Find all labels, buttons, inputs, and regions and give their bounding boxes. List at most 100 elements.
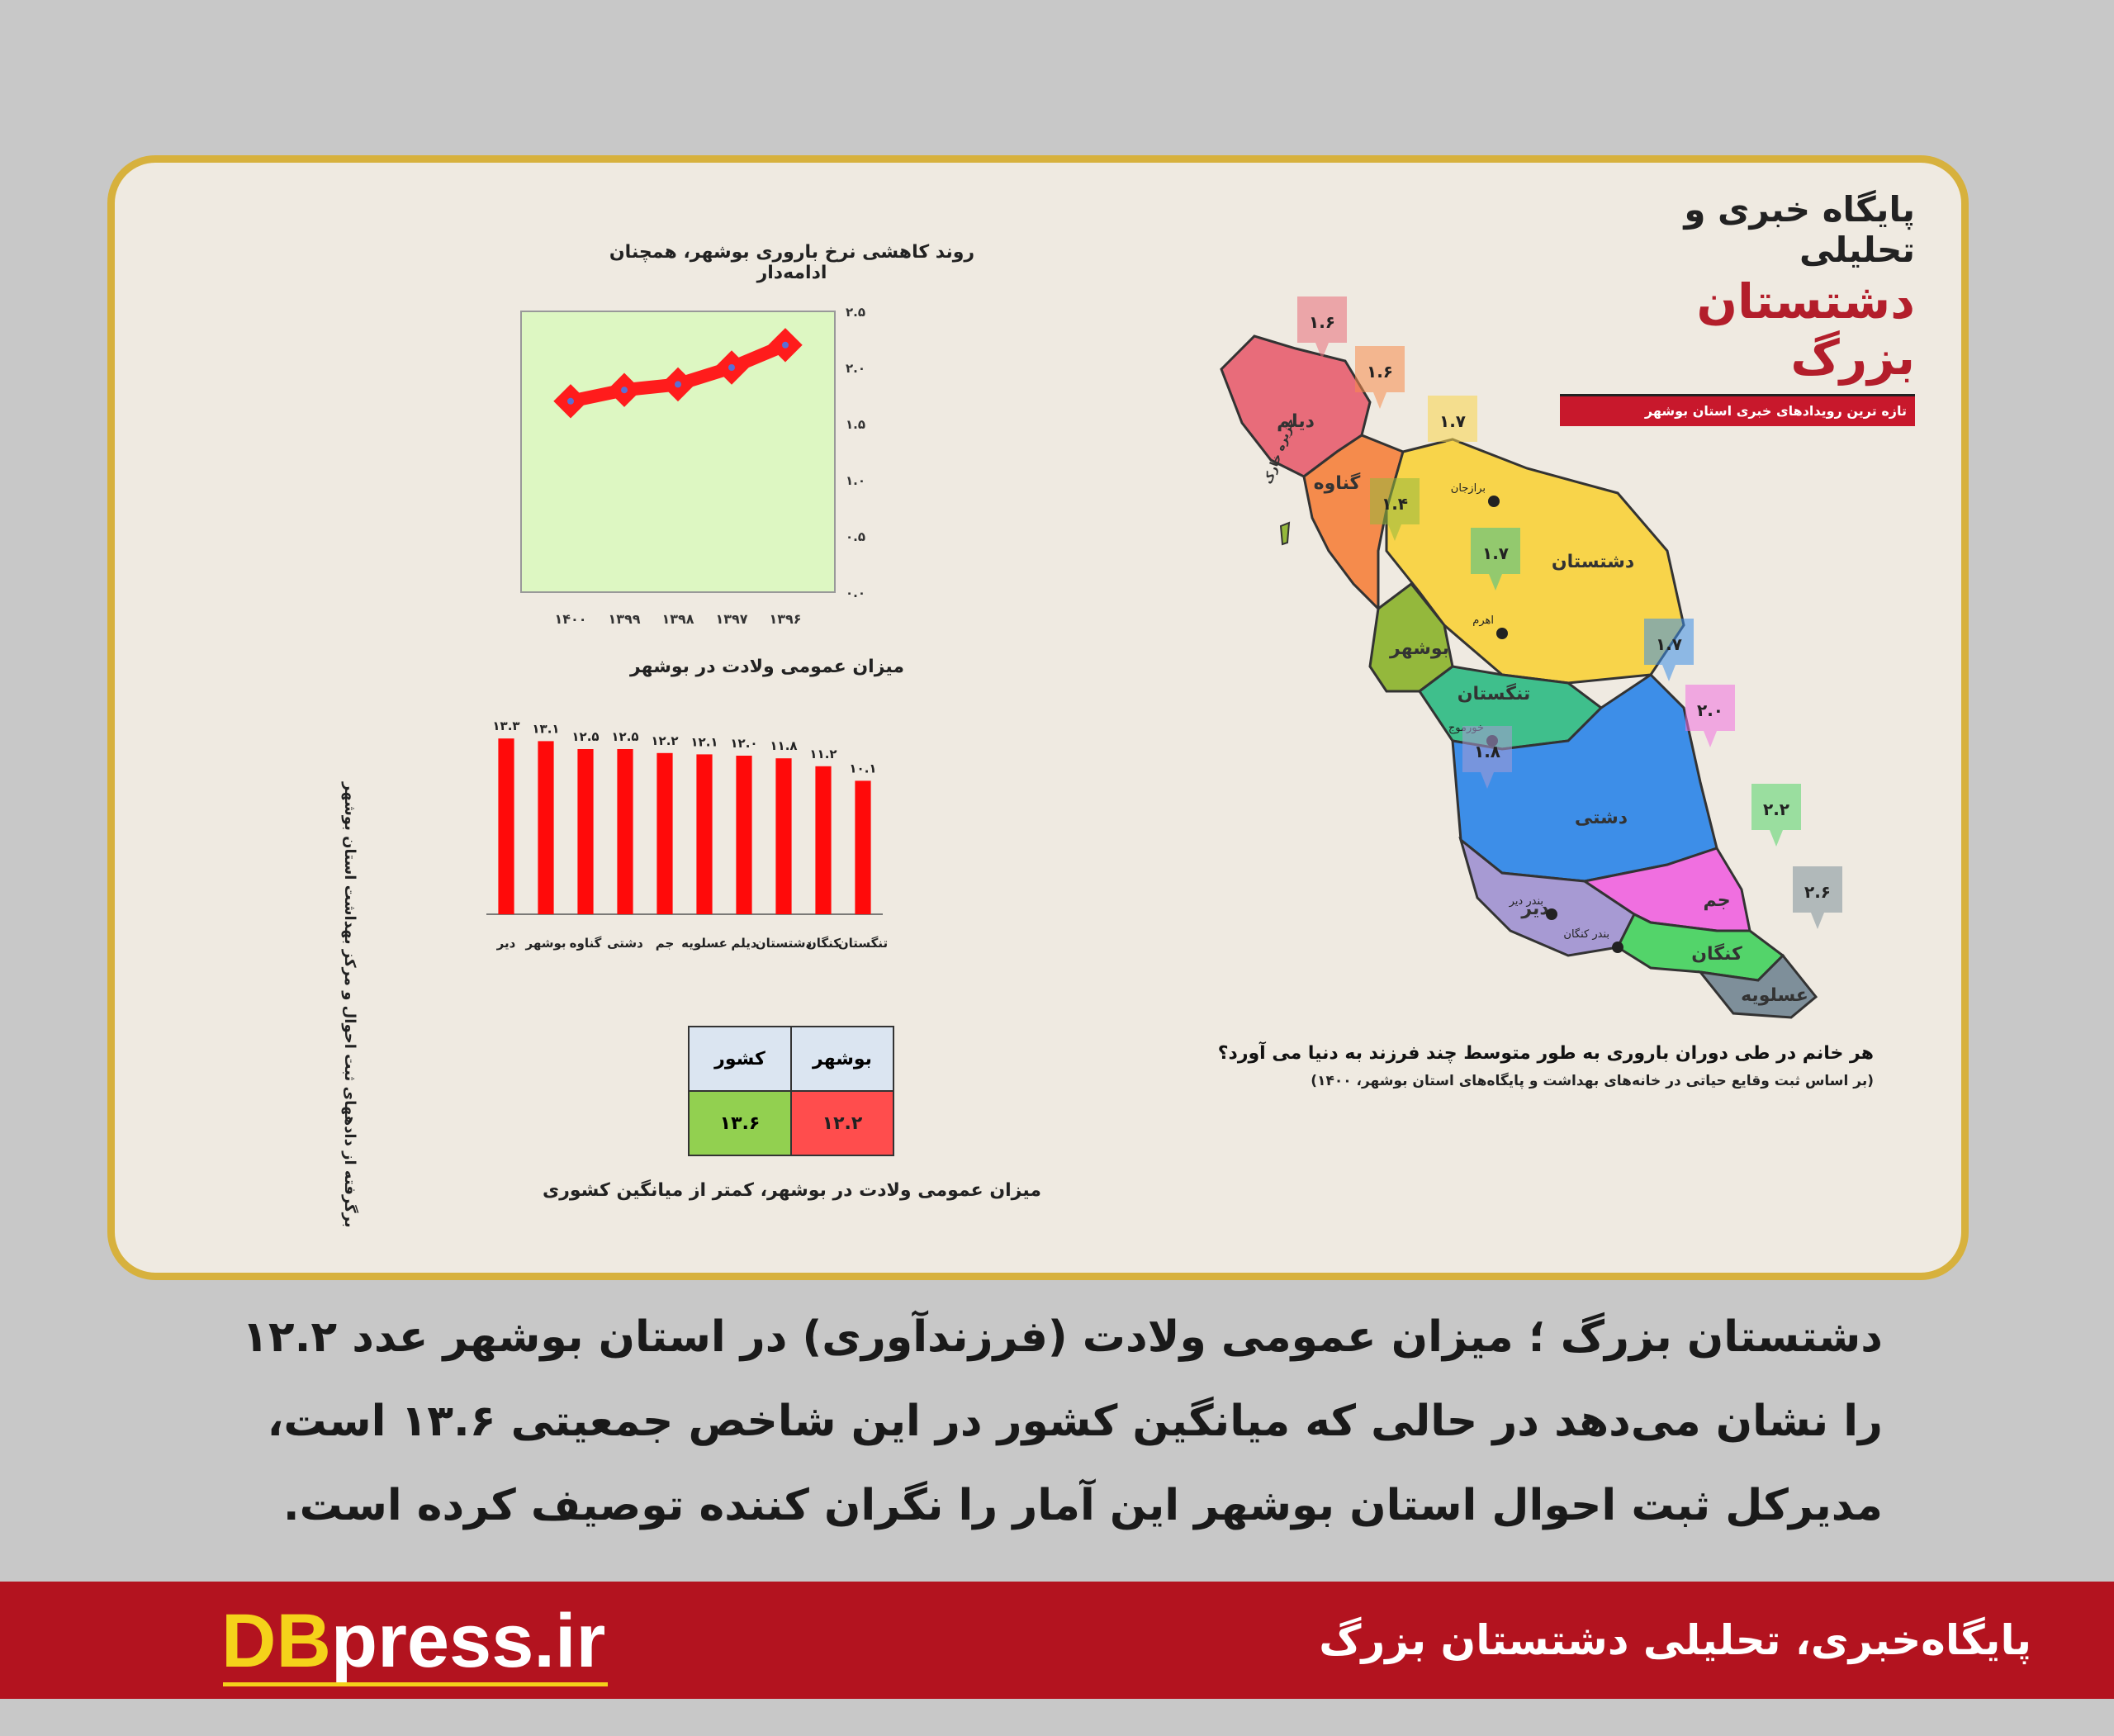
tag-box: [1793, 866, 1842, 913]
bar-category-label: دیر: [496, 936, 516, 951]
tag-pointer: [1481, 772, 1494, 789]
bar-2: [577, 749, 594, 914]
line-ytick-label: ۱.۰: [846, 473, 865, 488]
bar-5: [696, 754, 713, 914]
town-label: برازجان: [1451, 482, 1486, 495]
province-map: جزیره خارک دیلمگناوهدشتستانبوشهرتنگستاند…: [1220, 296, 1842, 1019]
tag-box: [1297, 296, 1347, 343]
region-value-tag: ۱.۶: [1355, 346, 1405, 409]
town-marker: [1496, 628, 1508, 639]
region-name-label: گناوه: [1314, 472, 1361, 494]
bar-8: [815, 766, 832, 914]
line-xtick-label: ۱۳۹۶: [769, 611, 801, 627]
region-value-tag: ۲.۲: [1751, 784, 1801, 847]
brand-line1: پایگاه خبری و تحلیلی: [1684, 189, 1915, 270]
bar-9: [855, 780, 871, 914]
tag-pointer: [1489, 574, 1502, 591]
bar-value-label: ۱۱.۲: [809, 747, 837, 761]
bar-category-label: دشتی: [607, 936, 643, 951]
site-url-rest: press.ir: [330, 1599, 606, 1683]
bar-value-label: ۱۲.۲: [651, 733, 678, 748]
region-value-tag: ۱.۶: [1297, 296, 1347, 359]
brand-line2: دشتستان بزرگ: [1696, 273, 1915, 386]
summary-line-1: دشتستان بزرگ ؛ میزان عمومی ولادت (فرزندآ…: [242, 1312, 1883, 1362]
table-header-bushehr: بوشهر: [790, 1026, 894, 1092]
region-name-label: تنگستان: [1458, 682, 1530, 704]
line-ytick-label: ۲.۰: [846, 361, 865, 376]
table-value-country: ۱۳.۶: [688, 1090, 792, 1156]
region-dashtestan: [1385, 438, 1685, 685]
region-asaluyeh: [1697, 953, 1818, 1019]
comparison-table: کشور بوشهر ۱۳.۶ ۱۲.۲: [688, 1026, 894, 1156]
line-point-dot: [782, 341, 789, 349]
bar-value-label: ۱۳.۳: [492, 719, 519, 733]
kharg-island: [1279, 521, 1291, 546]
footer-bar: DBpress.ir پایگاه‌خبری، تحلیلی دشتستان ب…: [0, 1582, 2114, 1699]
region-name-label: جم: [1703, 890, 1730, 911]
tag-box: [1370, 478, 1420, 524]
tag-box: [1462, 726, 1512, 772]
bar-0: [498, 738, 514, 914]
tag-box: [1751, 784, 1801, 830]
line-chart-title: روند کاهشی نرخ باروری بوشهر، همچنان ادام…: [609, 242, 975, 283]
region-value-label: ۱.۷: [1482, 543, 1509, 563]
tag-box: [1428, 396, 1477, 442]
bar-value-label: ۱۲.۵: [611, 729, 638, 744]
town-label: بندر کنگان: [1563, 927, 1609, 941]
bar-chart-title: میزان عمومی ولادت در بوشهر: [630, 657, 904, 677]
region-value-tag: ۱.۴: [1370, 478, 1420, 541]
region-value-tag: ۱.۷: [1471, 528, 1520, 591]
bar-category-label: دشتستان: [756, 936, 813, 951]
bar-value-label: ۱۲.۰: [730, 736, 757, 751]
town-marker: [1546, 908, 1557, 920]
tag-box: [1644, 619, 1694, 665]
region-name-label: دیلم: [1277, 411, 1315, 432]
tag-box: [1685, 685, 1735, 731]
line-point-dot: [675, 381, 681, 388]
table-caption: میزان عمومی ولادت در بوشهر، کمتر از میان…: [543, 1180, 1041, 1201]
bar-4: [656, 752, 673, 914]
tag-pointer: [1446, 442, 1459, 458]
line-chart: ۲.۵ ۲.۰ ۱.۵ ۱.۰ ۰.۵ ۰.۰ ۱۴۰۰ ۱۳۹۹ ۱۳۹۸ ۱۳۹۷ ۱۳۹۶: [520, 305, 865, 627]
bar-value-label: ۱۳.۱: [532, 721, 559, 736]
bar-category-label: جم: [656, 936, 675, 951]
region-value-label: ۲.۰: [1697, 700, 1723, 720]
town-marker: [1488, 496, 1500, 507]
line-ytick-label: ۰.۵: [846, 529, 865, 544]
region-value-tag: ۱.۷: [1428, 396, 1477, 458]
bar-category-label: عسلویه: [681, 936, 728, 951]
bar-value-label: ۱۲.۵: [571, 729, 599, 744]
bar-value-label: ۱۱.۸: [770, 738, 797, 753]
town-label: بندر دیر: [1509, 895, 1543, 908]
region-kangan: [1616, 912, 1785, 982]
bar-category-label: دیلم: [731, 936, 757, 951]
line-xtick-label: ۱۳۹۹: [608, 611, 640, 627]
bar-category-label: کنگان: [806, 936, 841, 951]
bar-7: [775, 758, 792, 914]
map-subcaption: (بر اساس ثبت وقایع حیاتی در خانه‌های بهد…: [1311, 1073, 1874, 1089]
region-value-label: ۱.۸: [1474, 742, 1500, 761]
infographic-card: پایگاه خبری و تحلیلی دشتستان بزرگ تازه ت…: [107, 155, 1969, 1280]
article-summary: دشتستان بزرگ ؛ میزان عمومی ولادت (فرزندآ…: [190, 1295, 1883, 1548]
bar-3: [617, 749, 633, 914]
table-header-country: کشور: [688, 1026, 792, 1092]
site-url[interactable]: DBpress.ir: [221, 1598, 605, 1685]
bar-chart: ۱۳.۳ دیر ۱۳.۱ بوشهر ۱۲.۵ گناوه ۱۲.۵ دشتی ۱۲.۲ جم ۱…: [486, 719, 888, 951]
bar-6: [736, 756, 752, 914]
map-caption: هر خانم در طی دوران باروری به طور متوسط …: [1217, 1043, 1874, 1064]
summary-line-3: مدیرکل ثبت احوال استان بوشهر این آمار را…: [282, 1481, 1883, 1530]
bar-1: [538, 741, 554, 914]
site-url-db: DB: [221, 1599, 331, 1683]
region-value-label: ۲.۶: [1804, 882, 1831, 902]
line-ytick-label: ۲.۵: [846, 305, 865, 320]
region-value-label: ۱.۴: [1382, 494, 1408, 514]
source-note: برگرفته از دادههای ثبت احوال و مرکز بهدا…: [341, 782, 358, 1228]
region-value-label: ۱.۷: [1656, 634, 1682, 654]
line-xtick-label: ۱۳۹۸: [661, 611, 694, 627]
line-ytick-label: ۱.۵: [846, 417, 865, 432]
region-value-tag: ۱.۸: [1462, 726, 1512, 789]
tag-box: [1355, 346, 1405, 392]
region-value-label: ۲.۲: [1763, 799, 1789, 819]
line-ytick-label: ۰.۰: [846, 586, 865, 600]
tag-pointer: [1388, 524, 1401, 541]
